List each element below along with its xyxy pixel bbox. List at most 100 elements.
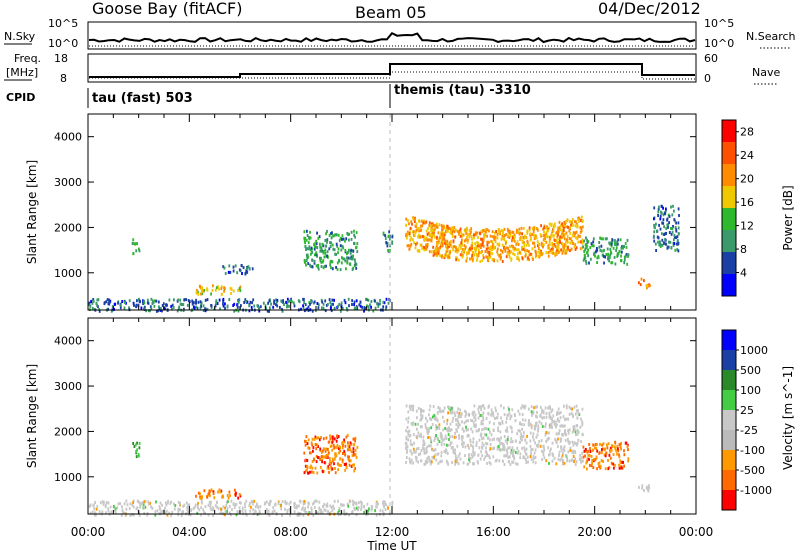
data-cell [457, 247, 460, 251]
data-cell [92, 299, 95, 303]
data-cell [236, 271, 239, 275]
data-cell [511, 239, 513, 243]
data-cell [348, 304, 350, 308]
data-cell [138, 297, 140, 301]
data-cell [653, 226, 656, 229]
freq-panel-frame [87, 53, 697, 83]
data-cell [408, 457, 411, 461]
data-cell [507, 247, 510, 250]
data-cell [532, 457, 535, 461]
data-cell [355, 501, 357, 505]
data-cell [516, 446, 519, 450]
data-cell [523, 244, 526, 248]
data-cell [128, 507, 131, 511]
data-cell [415, 447, 418, 451]
data-cell [379, 298, 381, 302]
data-cell [483, 235, 486, 239]
data-cell [539, 444, 542, 448]
data-cell [613, 466, 615, 470]
data-cell [201, 292, 203, 296]
data-cell [497, 429, 499, 432]
data-cell [431, 231, 434, 234]
data-cell [317, 303, 320, 307]
data-cell [461, 254, 464, 257]
data-cell [136, 242, 138, 246]
data-cell [610, 244, 613, 248]
data-cell [233, 309, 236, 313]
data-cell [208, 490, 211, 493]
data-cell [315, 241, 318, 245]
data-cell [412, 217, 415, 221]
data-cell [673, 218, 676, 222]
data-cell [304, 241, 306, 245]
data-cell [245, 513, 248, 517]
data-cell [606, 446, 609, 450]
data-cell [332, 443, 335, 447]
data-cell [311, 466, 314, 470]
data-cell [197, 290, 199, 294]
data-cell [359, 304, 362, 308]
data-cell [421, 414, 424, 418]
data-cell [337, 233, 340, 237]
data-cell [337, 304, 339, 308]
data-cell [467, 419, 469, 423]
data-cell [231, 508, 233, 512]
data-cell [579, 425, 582, 429]
data-cell [224, 272, 227, 275]
data-cell [328, 298, 331, 302]
data-cell [625, 253, 628, 257]
data-cell [430, 460, 433, 464]
data-cell [343, 438, 345, 442]
data-cell [574, 247, 577, 251]
data-cell [152, 299, 154, 303]
data-cell [542, 450, 545, 454]
data-cell [110, 309, 113, 313]
data-cell [447, 229, 449, 233]
data-cell [325, 264, 327, 268]
data-cell [522, 405, 525, 409]
data-cell [307, 446, 310, 450]
data-cell [410, 422, 413, 425]
data-cell [347, 455, 349, 459]
data-cell [463, 250, 465, 254]
data-cell [451, 435, 454, 438]
data-cell [609, 456, 612, 460]
data-cell [351, 499, 354, 503]
data-cell [559, 416, 562, 420]
data-cell [405, 404, 408, 408]
data-cell [602, 442, 605, 446]
data-cell [456, 444, 459, 448]
data-cell [426, 427, 429, 431]
data-cell [376, 301, 379, 305]
data-cell [473, 236, 475, 240]
data-cell [662, 218, 665, 222]
data-cell [427, 436, 429, 439]
data-cell [89, 503, 92, 507]
data-cell [555, 425, 557, 429]
data-cell [310, 299, 312, 303]
data-cell [443, 450, 446, 453]
data-cell [185, 501, 188, 505]
data-cell [449, 435, 451, 439]
data-cell [407, 219, 409, 223]
data-cell [407, 432, 410, 436]
data-cell [587, 254, 589, 258]
data-cell [537, 246, 540, 250]
data-cell [216, 500, 218, 504]
data-cell [434, 436, 436, 440]
data-cell [182, 309, 185, 313]
data-cell [423, 238, 425, 242]
data-cell [405, 217, 408, 221]
data-cell [616, 452, 618, 456]
data-cell [275, 300, 278, 304]
data-cell [442, 232, 445, 236]
data-cell [659, 217, 662, 221]
data-cell [334, 445, 337, 449]
data-cell [425, 229, 428, 233]
data-cell [454, 454, 457, 458]
data-cell [341, 458, 344, 462]
y-tick-label: 1000 [54, 471, 82, 484]
data-cell [508, 460, 510, 464]
data-cell [552, 245, 555, 249]
data-cell [547, 235, 549, 239]
